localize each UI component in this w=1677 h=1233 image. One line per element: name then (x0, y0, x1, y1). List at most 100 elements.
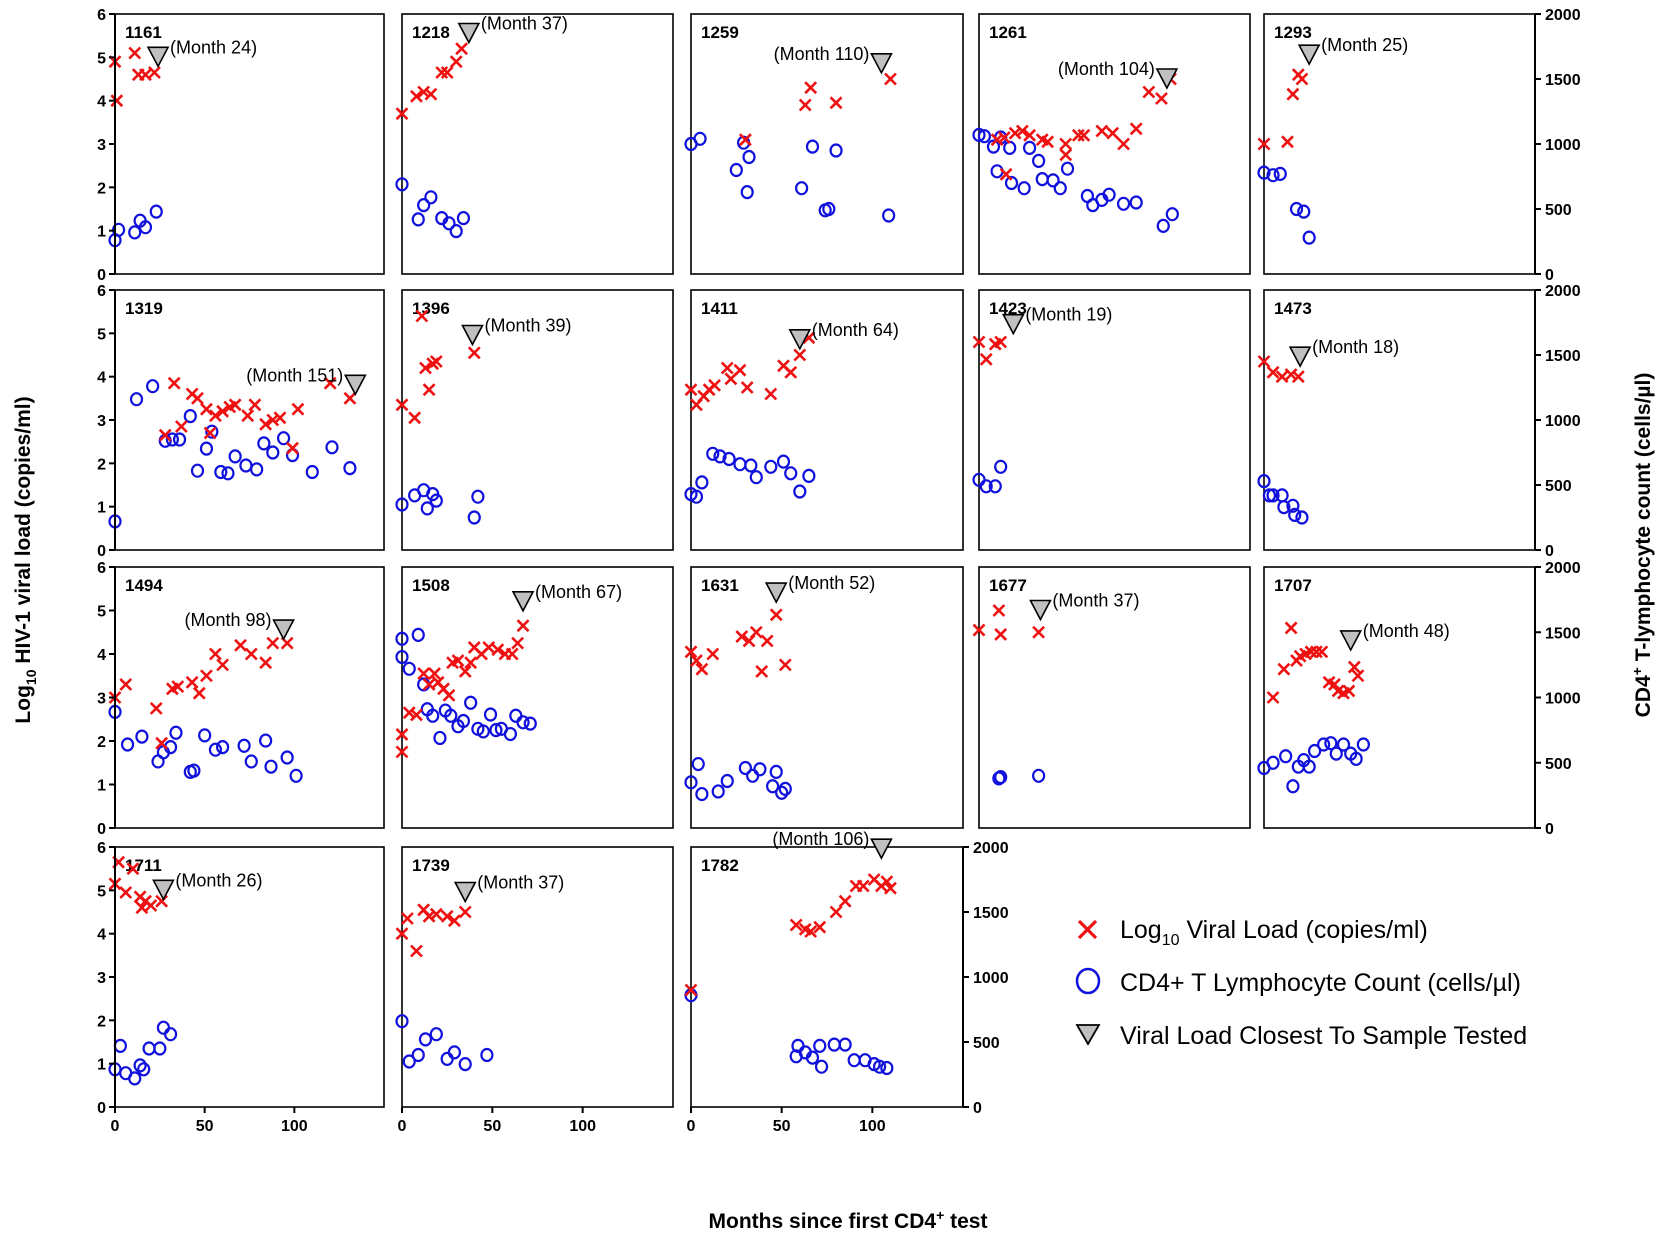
bottom-axis: 0 50 100 (398, 1107, 596, 1135)
right-axis: 0 500 1000 1500 2000 (962, 840, 1009, 1117)
x-label-base: Months since first CD4 (709, 1210, 937, 1233)
cd4-point (1279, 749, 1293, 764)
viral-load-point (990, 133, 1004, 147)
cd4-point (395, 177, 409, 192)
cd4-point (1295, 510, 1309, 525)
cd4-point (128, 225, 142, 240)
cd4-point (977, 129, 992, 144)
panel-1677: 1677 (Month 37) (972, 566, 1251, 829)
panel-1782: 1782 (Month 106) 0 500 1000 1500 2000 0 50 100 (684, 829, 1009, 1135)
left-tick-label: 1 (97, 224, 106, 241)
left-tick-label: 5 (97, 326, 106, 343)
viral-load-point-stroke (684, 383, 698, 397)
viral-load-point-stroke (234, 638, 247, 652)
viral-load-point (733, 363, 747, 377)
cd4-point (395, 1014, 409, 1029)
cd4-point (120, 737, 135, 752)
cd4-point (420, 501, 434, 516)
panel-1319: 1319 (Month 151) 0 1 2 3 4 5 6 (97, 283, 385, 560)
left-tick-label: 3 (97, 137, 106, 154)
viral-load-point-stroke (395, 398, 409, 412)
left-tick-label: 5 (97, 883, 106, 900)
viral-load-point (259, 656, 273, 670)
viral-load-point-stroke (149, 701, 163, 715)
viral-load-point (1142, 85, 1156, 99)
viral-load-point-stroke (455, 42, 469, 56)
viral-load-point (429, 907, 443, 921)
cd4-point (1266, 168, 1280, 183)
viral-load-point (149, 701, 163, 715)
cd4-point (149, 204, 163, 219)
viral-load-point-stroke (244, 647, 258, 661)
viral-load-point-stroke (1041, 135, 1055, 149)
cd4-point (776, 454, 791, 469)
y-right-label-rest: T-lymphocyte count (cells/µl) (1632, 373, 1655, 667)
y-left-axis-label: Log10 HIV-1 viral load (copies/ml) (12, 396, 39, 723)
viral-load-point (884, 72, 897, 86)
viral-load-point-stroke (804, 925, 818, 938)
cd4-point (426, 708, 440, 723)
y-right-label-base: CD4 (1632, 675, 1655, 717)
x-tick-label: 0 (398, 1118, 407, 1135)
viral-load-point-stroke (802, 331, 816, 345)
viral-load-point-stroke (200, 669, 213, 683)
left-tick-label: 5 (97, 604, 106, 621)
viral-load-point-stroke (735, 630, 749, 644)
viral-load-point-stroke (128, 46, 142, 60)
cd4-point (1102, 187, 1116, 202)
cd4-point (129, 392, 144, 407)
panel-1707: 1707 (Month 48) 0 500 1000 1500 2000 (1257, 560, 1581, 838)
closest-label: (Month 26) (175, 870, 262, 890)
viral-load-point (735, 630, 749, 644)
viral-load-point-stroke (440, 909, 454, 923)
viral-load-point-stroke (135, 901, 149, 915)
cd4-point (793, 484, 807, 499)
viral-load-point-stroke (994, 335, 1008, 349)
viral-load-point-stroke (760, 634, 774, 648)
viral-load-point (1309, 645, 1323, 659)
cd4-point (1324, 736, 1338, 751)
viral-load-point (793, 348, 807, 362)
viral-load-point (755, 664, 769, 678)
viral-load-point (1077, 128, 1091, 142)
viral-load-point-stroke (1351, 669, 1365, 683)
viral-load-point-stroke (684, 645, 698, 659)
viral-load-point-stroke (259, 656, 273, 670)
viral-load-point (458, 905, 472, 919)
right-axis: 0 500 1000 1500 2000 (1534, 560, 1581, 838)
closest-label: (Month 37) (481, 14, 568, 34)
viral-load-point-stroke (126, 862, 140, 876)
legend-viral-load-icon (1077, 919, 1098, 940)
viral-load-point (1059, 148, 1073, 162)
viral-load-point (216, 404, 230, 418)
cd4-point (156, 1020, 171, 1035)
viral-load-point-stroke (402, 706, 416, 720)
cd4-point (433, 730, 447, 746)
cd4-point (805, 1050, 820, 1065)
viral-load-point (244, 647, 258, 661)
cd4-point (133, 1058, 147, 1073)
viral-load-point (516, 619, 530, 633)
panel-title: 1396 (412, 299, 450, 318)
viral-load-point-stroke (997, 131, 1011, 144)
viral-load-point (994, 628, 1008, 641)
cd4-point (183, 409, 197, 424)
viral-load-point (343, 391, 357, 405)
viral-load-point (395, 398, 409, 412)
viral-load-point (171, 680, 185, 694)
viral-load-point (684, 645, 698, 659)
viral-load-point (234, 638, 247, 652)
cd4-point (880, 1060, 894, 1076)
viral-load-point-stroke (1142, 85, 1156, 99)
left-tick-label: 3 (97, 970, 106, 987)
closest-label: (Month 104) (1058, 59, 1155, 79)
cd4-point (986, 139, 1001, 154)
viral-load-point-stroke (1155, 92, 1168, 105)
viral-load-point-stroke (798, 922, 812, 936)
viral-load-point-stroke (972, 335, 986, 349)
viral-load-point-stroke (155, 736, 169, 750)
cd4-point (1266, 755, 1280, 770)
viral-load-point-stroke (1257, 137, 1271, 151)
cd4-point (713, 449, 727, 464)
viral-load-point-stroke (139, 68, 152, 82)
